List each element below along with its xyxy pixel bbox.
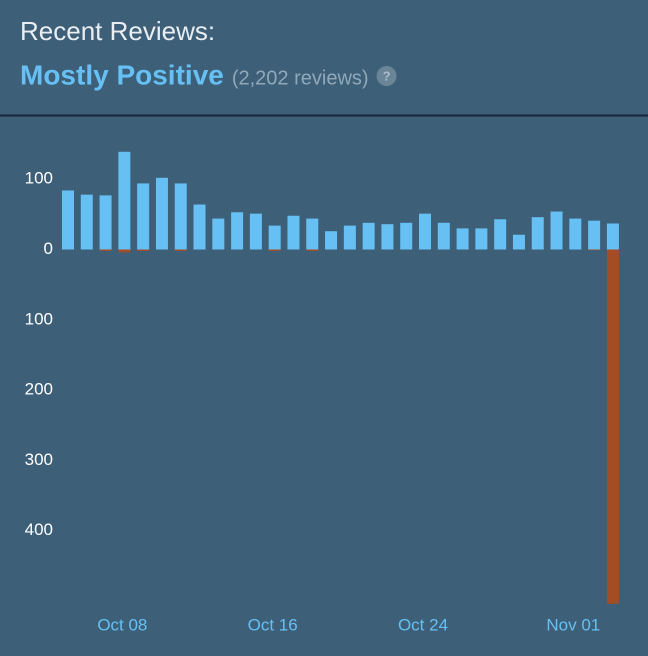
- summary: Mostly Positive: [20, 59, 224, 90]
- bar: [343, 225, 356, 250]
- x-tick-label: Oct 16: [248, 615, 298, 634]
- help-icon[interactable]: ?: [376, 66, 397, 86]
- bar: [306, 249, 319, 251]
- bar: [606, 249, 619, 604]
- bar: [174, 249, 187, 251]
- bar: [80, 194, 93, 250]
- x-tick-label: Oct 08: [97, 615, 147, 634]
- bar: [249, 213, 262, 250]
- review-count: (2,202 reviews): [232, 67, 369, 89]
- bar: [325, 231, 338, 250]
- bar: [306, 218, 319, 250]
- bar: [381, 224, 394, 250]
- chart-title: Recent Reviews:: [20, 16, 215, 46]
- bar: [99, 195, 112, 250]
- bar: [193, 204, 206, 250]
- bar: [494, 219, 507, 250]
- bar: [437, 222, 450, 250]
- bar: [606, 223, 619, 250]
- bar: [569, 218, 582, 250]
- bar: [550, 211, 563, 250]
- bar: [231, 212, 244, 250]
- x-tick-label: Oct 24: [398, 615, 448, 634]
- y-tick-label: 300: [25, 450, 53, 469]
- bar: [512, 234, 525, 250]
- y-tick-label: 100: [25, 169, 53, 188]
- bar: [419, 213, 432, 250]
- bar: [456, 228, 469, 250]
- y-tick-label: 200: [25, 380, 53, 399]
- bar: [137, 249, 150, 251]
- bar: [118, 151, 131, 250]
- bar: [137, 183, 150, 250]
- svg-text:?: ?: [383, 68, 391, 83]
- bar: [362, 222, 375, 250]
- bar: [287, 215, 300, 250]
- y-tick-label: 100: [25, 309, 53, 328]
- bar: [588, 249, 601, 251]
- bar: [531, 217, 544, 250]
- y-tick-label: 400: [25, 520, 53, 539]
- bar: [174, 183, 187, 250]
- y-tick-label: 0: [44, 239, 53, 258]
- bar: [400, 222, 413, 250]
- bar: [268, 225, 281, 250]
- bar: [212, 218, 225, 250]
- bar: [61, 190, 74, 250]
- bar: [118, 249, 131, 253]
- bar: [475, 228, 488, 250]
- bar: [588, 220, 601, 250]
- bar: [99, 249, 112, 251]
- bar: [155, 177, 168, 250]
- bar: [268, 249, 281, 251]
- x-tick-label: Nov 01: [546, 615, 600, 634]
